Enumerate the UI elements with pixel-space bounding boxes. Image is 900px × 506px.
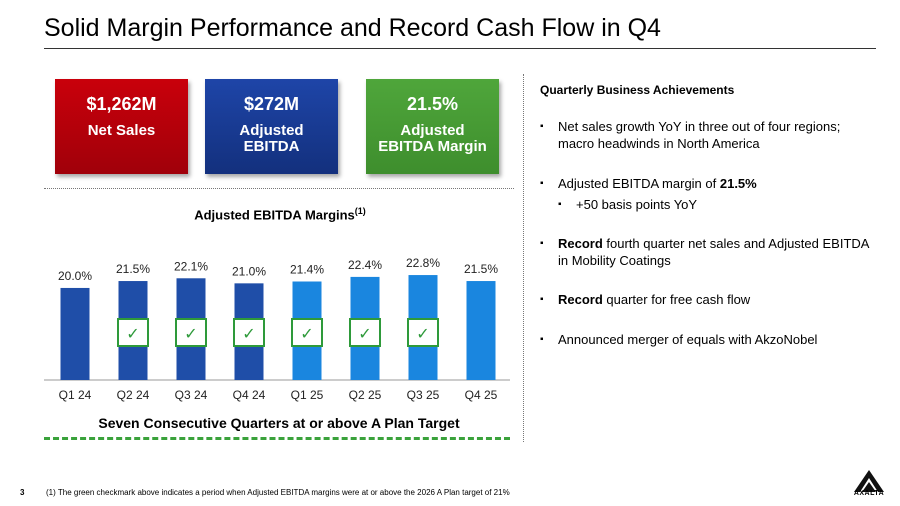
dotted-divider-vertical: [523, 74, 524, 442]
bar-value-label: 20.0%: [58, 269, 92, 283]
kpi-net-sales: $1,262M Net Sales: [55, 79, 188, 174]
kpi-label-line: Adjusted: [400, 122, 465, 139]
bullet-marker: ▪: [558, 199, 562, 210]
bullet-marker: ▪: [540, 238, 544, 249]
checkmark-icon: ✓: [416, 324, 429, 343]
bar-value-label: 21.5%: [464, 262, 498, 276]
x-tick-label: Q4 25: [465, 388, 498, 402]
x-tick-label: Q4 24: [233, 388, 266, 402]
target-met-checkbox: [233, 318, 265, 347]
kpi-label: Adjusted EBITDA Margin: [366, 123, 499, 155]
title-divider: [44, 48, 876, 49]
x-tick-label: Q3 25: [407, 388, 440, 402]
bullet-marker: ▪: [540, 334, 544, 345]
checkmark-icon: ✓: [358, 324, 371, 343]
x-tick-label: Q1 25: [291, 388, 324, 402]
bullet-marker: ▪: [540, 294, 544, 305]
bullet-text-plain: Adjusted EBITDA margin of: [558, 176, 720, 191]
target-met-checkbox: [407, 318, 439, 347]
axalta-logo-icon: [854, 470, 884, 492]
bullet-text: Record fourth quarter net sales and Adju…: [558, 235, 880, 269]
checkmark-icon: ✓: [242, 324, 255, 343]
kpi-label: Net Sales: [55, 123, 188, 139]
bar-value-label: 22.4%: [348, 258, 382, 272]
bullet-text: Record quarter for free cash flow: [558, 291, 880, 308]
checkmark-icon: ✓: [300, 324, 313, 343]
bar-value-label: 21.5%: [116, 262, 150, 276]
kpi-label-line: Net Sales: [87, 122, 156, 139]
x-tick-label: Q1 24: [59, 388, 92, 402]
bullet-text-bold: Record: [558, 236, 603, 251]
kpi-label-line: EBITDA: [243, 138, 300, 155]
target-met-checkbox: [175, 318, 207, 347]
kpi-adjusted-ebitda-margin: 21.5% Adjusted EBITDA Margin: [366, 79, 499, 174]
bullet-text-plain: quarter for free cash flow: [602, 292, 751, 307]
kpi-value: 21.5%: [406, 94, 459, 114]
bar-q4-25: [466, 281, 496, 380]
checkmark-icon: ✓: [184, 324, 197, 343]
target-met-checkbox: [291, 318, 323, 347]
chart-title-footnote-ref: (1): [354, 206, 366, 216]
bar-q1-24: [60, 287, 90, 380]
bar-value-label: 21.4%: [290, 263, 324, 277]
kpi-value: $272M: [243, 94, 300, 114]
bullet-text-bold: 21.5%: [719, 176, 757, 191]
x-tick-label: Q2 25: [349, 388, 382, 402]
bullet-text: Adjusted EBITDA margin of 21.5%: [558, 175, 880, 192]
bar-value-label: 22.8%: [406, 256, 440, 270]
logo-wordmark: AXALTA: [853, 490, 885, 497]
dotted-divider-horizontal: [44, 188, 514, 189]
bullet-text-plain: fourth quarter net sales and Adjusted EB…: [558, 236, 869, 268]
bullet-marker: ▪: [540, 178, 544, 189]
bullet-text: Announced merger of equals with AkzoNobe…: [558, 332, 818, 347]
bar-value-label: 21.0%: [232, 264, 266, 278]
page-number: 3: [20, 488, 25, 497]
kpi-label-line: Adjusted: [239, 122, 304, 139]
bullet-text: +50 basis points YoY: [576, 197, 698, 212]
achievements-title: Quarterly Business Achievements: [540, 83, 735, 97]
bullet-marker: ▪: [540, 121, 544, 132]
kpi-value: $1,262M: [86, 94, 157, 114]
bar-value-label: 22.1%: [174, 259, 208, 273]
ebitda-margin-bar-chart: 20.0% Q1 24 21.5% Q2 24 ✓ 22.1% Q3 24 ✓ 21.0% Q4 …: [44, 256, 510, 402]
target-met-checkbox: [349, 318, 381, 347]
chart-title: Adjusted EBITDA Margins(1): [80, 206, 480, 222]
checkmark-icon: ✓: [126, 324, 139, 343]
target-met-checkbox: [117, 318, 149, 347]
x-tick-label: Q2 24: [117, 388, 150, 402]
bullet-text-bold: Record: [558, 292, 603, 307]
x-tick-label: Q3 24: [175, 388, 208, 402]
footnote: (1) The green checkmark above indicates …: [46, 488, 510, 497]
green-dashed-line: [44, 437, 510, 440]
chart-subtitle: Seven Consecutive Quarters at or above A…: [98, 415, 460, 431]
kpi-adjusted-ebitda: $272M Adjusted EBITDA: [205, 79, 338, 174]
kpi-label: Adjusted EBITDA: [205, 123, 338, 155]
kpi-label-line: EBITDA Margin: [378, 138, 487, 155]
bullet-text: Net sales growth YoY in three out of fou…: [558, 119, 841, 151]
chart-title-text: Adjusted EBITDA Margins: [194, 207, 355, 223]
page-title: Solid Margin Performance and Record Cash…: [44, 14, 661, 42]
